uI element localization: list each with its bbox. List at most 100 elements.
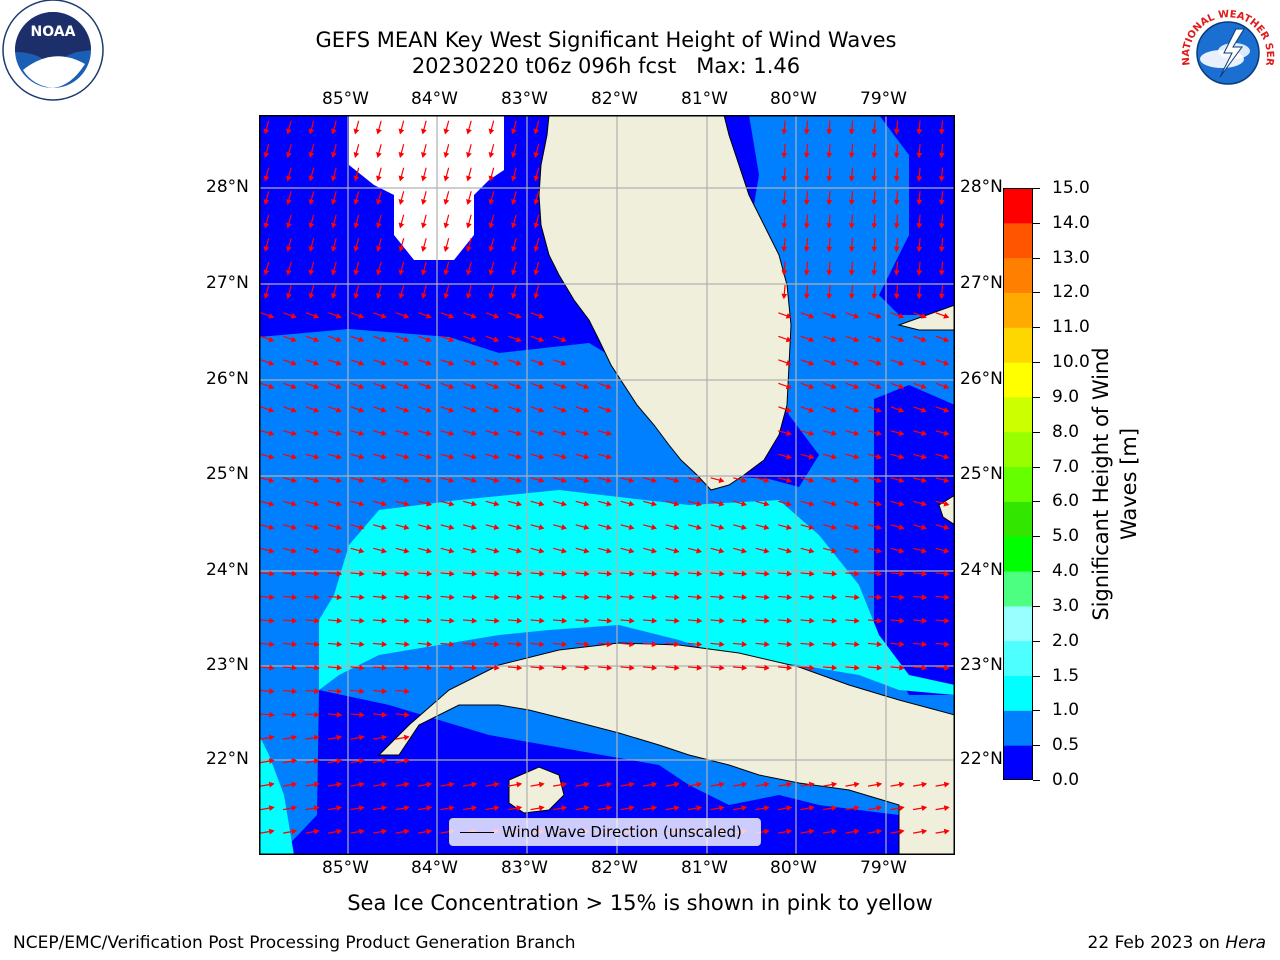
- colorbar-segment: [1003, 222, 1033, 259]
- footer-date-text: 22 Feb 2023 on: [1087, 933, 1226, 953]
- map-title: GEFS MEAN Key West Significant Height of…: [315, 28, 897, 52]
- colorbar-segment: [1003, 710, 1033, 746]
- colorbar-tick-mark: [1033, 605, 1040, 607]
- colorbar-tick-label: 3.0: [1052, 595, 1080, 616]
- colorbar-tick-label: 1.5: [1052, 665, 1080, 686]
- colorbar-segment: [1003, 536, 1033, 572]
- colorbar-label-line2: Waves [m]: [1117, 427, 1141, 541]
- lat-label-left: 22°N: [206, 749, 249, 769]
- lon-label-top: 81°W: [681, 89, 728, 109]
- colorbar-segment: [1003, 188, 1033, 224]
- colorbar-tick-label: 11.0: [1052, 317, 1090, 338]
- colorbar-segment: [1003, 501, 1033, 537]
- colorbar-label-line1: Significant Height of Wind: [1089, 347, 1113, 621]
- lat-label-right: 28°N: [960, 177, 1003, 197]
- colorbar-segment: [1003, 605, 1033, 642]
- lon-label-bottom: 84°W: [411, 858, 458, 878]
- colorbar-tick-mark: [1033, 745, 1040, 747]
- colorbar-tick-mark: [1033, 780, 1040, 781]
- colorbar-tick-mark: [1033, 640, 1040, 642]
- colorbar-tick-mark: [1033, 188, 1040, 189]
- colorbar-tick-mark: [1033, 571, 1040, 573]
- lat-label-right: 25°N: [960, 464, 1003, 484]
- lon-label-top: 83°W: [501, 89, 548, 109]
- lon-label-bottom: 80°W: [770, 858, 817, 878]
- land-cuba: [377, 642, 955, 855]
- colorbar-tick-label: 8.0: [1052, 421, 1080, 442]
- colorbar-tick-label: 15.0: [1052, 178, 1090, 198]
- colorbar-tick-label: 12.0: [1052, 282, 1090, 303]
- lon-label-bottom: 82°W: [591, 858, 638, 878]
- lon-label-top: 82°W: [591, 89, 638, 109]
- colorbar-tick-mark: [1033, 466, 1040, 468]
- lon-label-bottom: 83°W: [501, 858, 548, 878]
- colorbar-tick-label: 9.0: [1052, 386, 1080, 407]
- wind-wave-arrows: [260, 120, 950, 835]
- colorbar-tick-mark: [1033, 710, 1040, 712]
- noaa-logo-text: NOAA: [31, 24, 76, 40]
- lat-label-left: 23°N: [206, 655, 249, 675]
- colorbar-tick-label: 6.0: [1052, 491, 1080, 512]
- lat-label-left: 28°N: [206, 177, 249, 197]
- lon-label-bottom: 85°W: [322, 858, 369, 878]
- colorbar-segment: [1003, 431, 1033, 468]
- land-isla-juventud: [508, 766, 565, 814]
- noaa-logo: NOAA: [2, 0, 104, 101]
- graticule: [259, 115, 955, 855]
- colorbar-tick-mark: [1033, 257, 1040, 259]
- lon-label-top: 80°W: [770, 89, 817, 109]
- colorbar-tick-mark: [1033, 362, 1040, 364]
- colorbar: [1003, 188, 1033, 780]
- lon-label-top: 79°W: [860, 89, 907, 109]
- colorbar-tick-label: 0.5: [1052, 735, 1080, 756]
- colorbar-tick-label: 1.0: [1052, 700, 1080, 721]
- footer-host: Hera: [1225, 933, 1266, 953]
- colorbar-segment: [1003, 396, 1033, 433]
- colorbar-tick-label: 2.0: [1052, 630, 1080, 651]
- colorbar-segment: [1003, 292, 1033, 328]
- colorbar-tick-mark: [1033, 431, 1040, 433]
- map-legend: Wind Wave Direction (unscaled): [449, 818, 761, 846]
- legend-line-swatch: [460, 832, 494, 833]
- lat-label-right: 27°N: [960, 273, 1003, 293]
- lat-label-left: 24°N: [206, 560, 249, 580]
- sea-ice-note: Sea Ice Concentration > 15% is shown in …: [347, 891, 933, 915]
- colorbar-segment: [1003, 571, 1033, 607]
- colorbar-tick-label: 10.0: [1052, 352, 1090, 373]
- wave-height-map: [259, 115, 955, 855]
- colorbar-tick-label: 14.0: [1052, 212, 1090, 233]
- footer-credit: NCEP/EMC/Verification Post Processing Pr…: [13, 933, 576, 953]
- lon-label-top: 84°W: [411, 89, 458, 109]
- colorbar-tick-mark: [1033, 536, 1040, 538]
- colorbar-tick-mark: [1033, 222, 1040, 224]
- lat-label-left: 25°N: [206, 464, 249, 484]
- colorbar-segment: [1003, 362, 1033, 398]
- legend-label: Wind Wave Direction (unscaled): [502, 823, 742, 841]
- lon-label-bottom: 79°W: [860, 858, 907, 878]
- colorbar-tick-mark: [1033, 292, 1040, 294]
- colorbar-tick-label: 13.0: [1052, 247, 1090, 268]
- colorbar-tick-label: 7.0: [1052, 456, 1080, 477]
- lat-label-left: 27°N: [206, 273, 249, 293]
- map-subtitle: 20230220 t06z 096h fcst Max: 1.46: [411, 54, 801, 78]
- colorbar-segment: [1003, 745, 1033, 780]
- land-florida: [538, 115, 792, 491]
- lat-label-right: 22°N: [960, 749, 1003, 769]
- nws-logo: NATIONAL WEATHER SERVICE: [1178, 3, 1276, 101]
- colorbar-tick-label: 4.0: [1052, 561, 1080, 582]
- colorbar-segment: [1003, 640, 1033, 677]
- colorbar-segment: [1003, 257, 1033, 293]
- colorbar-segment: [1003, 675, 1033, 711]
- colorbar-tick-label: 5.0: [1052, 526, 1080, 547]
- lat-label-right: 23°N: [960, 655, 1003, 675]
- lat-label-right: 24°N: [960, 560, 1003, 580]
- lat-label-right: 26°N: [960, 369, 1003, 389]
- colorbar-tick-mark: [1033, 396, 1040, 398]
- colorbar-tick-mark: [1033, 327, 1040, 329]
- colorbar-segment: [1003, 327, 1033, 363]
- lat-label-left: 26°N: [206, 369, 249, 389]
- lon-label-bottom: 81°W: [681, 858, 728, 878]
- colorbar-tick-mark: [1033, 675, 1040, 677]
- colorbar-tick-label: 0.0: [1052, 770, 1080, 790]
- colorbar-tick-mark: [1033, 501, 1040, 503]
